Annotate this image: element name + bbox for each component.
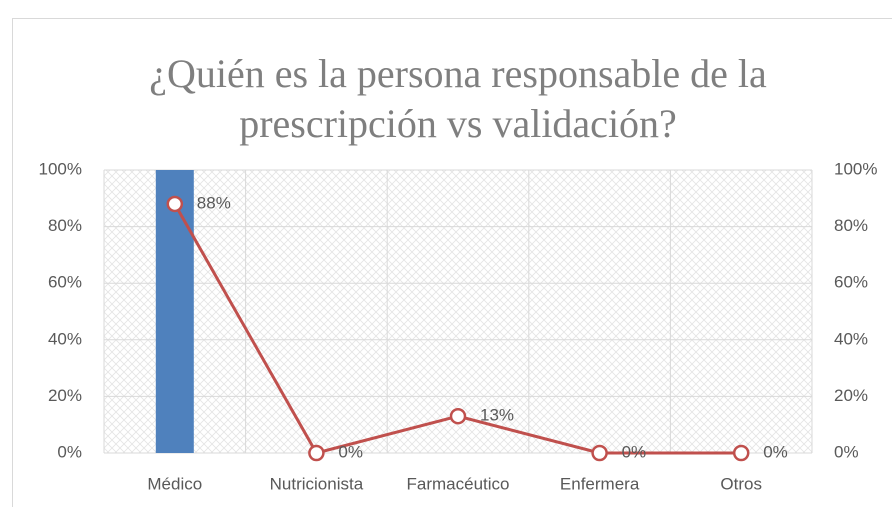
- x-tick-label: Nutricionista: [270, 474, 364, 493]
- line-marker: [591, 444, 608, 462]
- x-tick-label: Médico: [147, 474, 202, 493]
- y-tick-label: 100%: [39, 159, 82, 178]
- line-marker: [308, 444, 325, 462]
- y-tick-label: 0%: [57, 442, 82, 461]
- y-tick-label: 20%: [48, 386, 82, 405]
- y2-tick-label: 40%: [834, 329, 868, 348]
- y-tick-label: 80%: [48, 216, 82, 235]
- plot-area: [104, 170, 812, 453]
- line-marker: [732, 444, 750, 462]
- y2-tick-label: 60%: [834, 273, 868, 292]
- y2-tick-label: 100%: [834, 159, 877, 178]
- data-label: 0%: [763, 442, 788, 461]
- data-label: 0%: [338, 442, 363, 461]
- line-marker: [166, 195, 184, 213]
- data-label: 0%: [622, 442, 647, 461]
- y2-tick-label: 0%: [834, 442, 859, 461]
- x-tick-label: Farmacéutico: [407, 474, 510, 493]
- x-tick-label: Otros: [720, 474, 762, 493]
- y-tick-label: 40%: [48, 329, 82, 348]
- chart-title: ¿Quién es la persona responsable de la: [149, 51, 767, 96]
- line-marker: [449, 407, 467, 425]
- data-label: 88%: [197, 193, 231, 212]
- data-label: 13%: [480, 406, 514, 425]
- y-tick-label: 60%: [48, 273, 82, 292]
- x-tick-label: Enfermera: [560, 474, 640, 493]
- bar: [155, 170, 194, 453]
- chart-title: prescripción vs validación?: [239, 101, 677, 146]
- y2-tick-label: 80%: [834, 216, 868, 235]
- y2-tick-label: 20%: [834, 386, 868, 405]
